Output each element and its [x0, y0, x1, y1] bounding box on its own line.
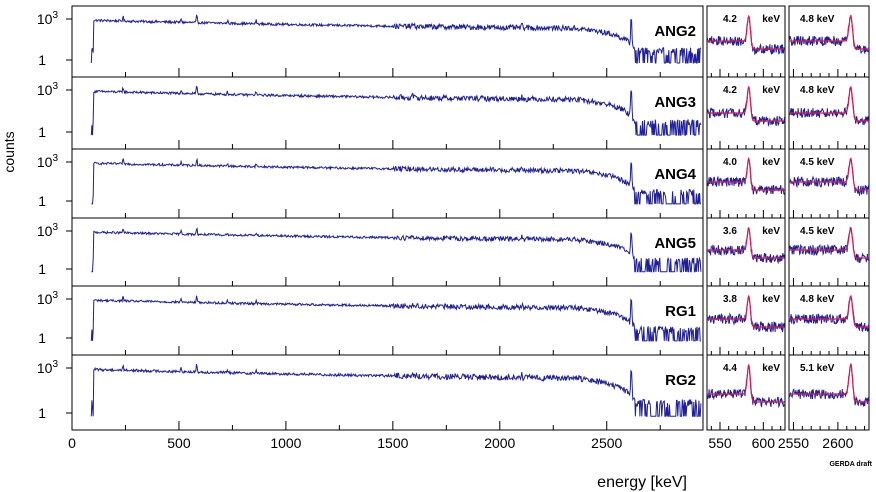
resolution-unit-583: keV	[762, 363, 780, 374]
y-tick-label-1e3: 103	[37, 81, 59, 98]
resolution-label-583: 3.6	[723, 226, 737, 237]
resolution-label-2614: 4.5 keV	[800, 157, 835, 168]
detector-label: RG1	[665, 303, 696, 320]
x-tick-label: 1500	[377, 435, 408, 451]
detector-label: ANG2	[654, 23, 696, 40]
x-tick-label: 500	[167, 435, 191, 451]
spectrum-series	[90, 295, 701, 342]
resolution-label-2614: 4.8 keV	[800, 294, 835, 305]
resolution-unit-583: keV	[762, 85, 780, 96]
zoom2-spectrum	[788, 157, 870, 197]
y-axis-label: counts	[1, 131, 17, 172]
zoom2-fit-curve	[789, 294, 869, 328]
detector-label: ANG5	[654, 235, 696, 252]
main-panel-frame	[71, 5, 704, 78]
resolution-label-2614: 4.8 keV	[800, 14, 835, 25]
y-tick-label-1: 1	[38, 405, 46, 421]
main-panel-frame	[71, 285, 704, 356]
x-tick-label: 0	[68, 435, 76, 451]
zoom2-fit-curve	[789, 226, 869, 259]
zoom1-fit-curve	[707, 14, 785, 50]
zoom1-fit-curve	[707, 85, 785, 122]
x-tick-label: 2000	[484, 435, 515, 451]
zoom2-fit-curve	[789, 85, 869, 122]
spectrum-series	[91, 157, 701, 205]
zoom2-x-tick-label: 2600	[822, 435, 853, 451]
resolution-label-2614: 5.1 keV	[800, 363, 835, 374]
spectrum-series	[90, 14, 702, 64]
y-tick-label-1e3: 103	[37, 10, 59, 27]
zoom2-fit-curve	[789, 14, 869, 50]
zoom1-x-tick-label: 600	[752, 435, 776, 451]
y-tick-label-1e3: 103	[37, 222, 59, 239]
resolution-unit-583: keV	[762, 14, 780, 25]
zoom2-spectrum	[788, 363, 870, 407]
spectrum-series	[91, 227, 702, 273]
resolution-label-583: 4.2	[723, 85, 737, 96]
zoom1-x-tick-label: 550	[708, 435, 732, 451]
x-tick-label: 1000	[270, 435, 301, 451]
resolution-label-583: 3.8	[723, 294, 737, 305]
y-tick-label-1: 1	[38, 52, 46, 68]
y-tick-label-1e3: 103	[37, 153, 59, 170]
zoom2-spectrum	[788, 227, 870, 263]
y-tick-label-1: 1	[38, 124, 46, 140]
main-panel-frame	[71, 354, 704, 431]
zoom2-panel-frame	[788, 285, 870, 356]
y-tick-label-1e3: 103	[37, 290, 59, 307]
resolution-label-583: 4.4	[723, 363, 737, 374]
x-axis-label: energy [keV]	[597, 474, 687, 491]
resolution-label-583: 4.2	[723, 14, 737, 25]
main-panel-frame	[71, 148, 704, 219]
zoom2-fit-curve	[789, 157, 869, 191]
resolution-unit-583: keV	[762, 294, 780, 305]
main-panel-frame	[71, 76, 704, 150]
main-panel-frame	[71, 217, 704, 287]
zoom1-fit-curve	[707, 157, 785, 191]
y-tick-label-1e3: 103	[37, 359, 59, 376]
zoom2-spectrum	[788, 295, 870, 333]
zoom2-spectrum	[788, 86, 870, 126]
resolution-unit-583: keV	[762, 226, 780, 237]
detector-label: ANG4	[654, 166, 696, 183]
y-tick-label-1: 1	[38, 193, 46, 209]
zoom2-x-tick-label: 2550	[778, 435, 809, 451]
x-tick-label: 2500	[591, 435, 622, 451]
zoom2-fit-curve	[789, 363, 869, 403]
spectrum-series	[90, 85, 702, 136]
draft-note: GERDA draft	[829, 461, 872, 468]
resolution-label-2614: 4.5 keV	[800, 226, 835, 237]
resolution-label-583: 4.0	[723, 157, 737, 168]
zoom1-panel-frame	[706, 148, 786, 219]
zoom1-fit-curve	[707, 363, 785, 403]
detector-label: ANG3	[654, 94, 696, 111]
spectrum-series	[90, 363, 702, 417]
detector-label: RG2	[665, 372, 696, 389]
y-tick-label-1: 1	[38, 261, 46, 277]
zoom1-fit-curve	[707, 226, 785, 259]
resolution-label-2614: 4.8 keV	[800, 85, 835, 96]
zoom1-fit-curve	[707, 294, 785, 328]
resolution-unit-583: keV	[762, 157, 780, 168]
y-tick-label-1: 1	[38, 330, 46, 346]
